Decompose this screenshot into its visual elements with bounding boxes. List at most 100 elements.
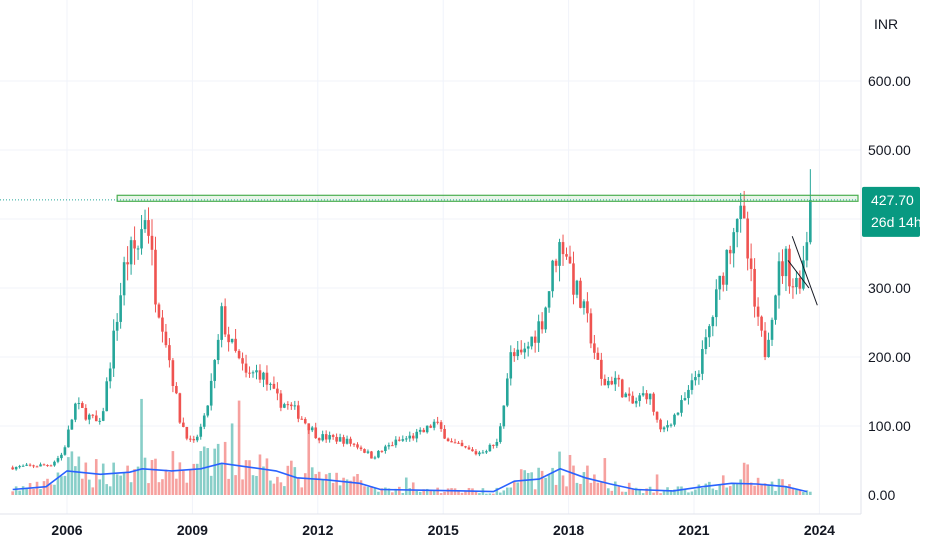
candle-body xyxy=(774,295,777,320)
candle-body xyxy=(380,450,384,452)
volume-bar xyxy=(70,451,74,495)
candle-body xyxy=(150,235,154,250)
candle-body xyxy=(258,370,262,380)
volume-bar xyxy=(28,483,32,495)
candle-body xyxy=(742,205,746,219)
volume-bar xyxy=(234,475,237,495)
candle-body xyxy=(237,350,241,359)
volume-bar xyxy=(572,465,575,495)
candle-body xyxy=(39,464,42,467)
x-tick-label: 2021 xyxy=(678,522,709,538)
volume-bar xyxy=(767,484,770,495)
candle-body xyxy=(98,420,102,422)
volume-bar xyxy=(505,487,509,495)
candle-body xyxy=(620,379,624,398)
candle-body xyxy=(610,380,614,385)
candle-body xyxy=(394,439,398,446)
candle-body xyxy=(345,438,349,444)
candle-body xyxy=(704,337,708,350)
volume-bar xyxy=(122,472,126,495)
volume-bar xyxy=(718,485,722,495)
candle-body xyxy=(795,277,798,288)
volume-bar xyxy=(377,491,380,495)
volume-bar xyxy=(345,479,349,495)
candle-body xyxy=(133,240,136,249)
volume-bar xyxy=(561,475,565,495)
volume-bar xyxy=(63,475,67,495)
volume-bar xyxy=(613,481,617,495)
candle-body xyxy=(718,275,722,290)
candle-body xyxy=(105,381,109,412)
candle-body xyxy=(147,220,150,236)
volume-bar xyxy=(401,492,405,495)
time-axis[interactable]: 2006 2009 2012 2015 2018 2021 2024 xyxy=(51,522,835,538)
candle-body xyxy=(523,348,527,353)
candle-body xyxy=(735,218,739,233)
volume-bar xyxy=(32,488,35,495)
candle-body xyxy=(572,263,575,295)
volume-bar xyxy=(547,474,551,495)
volume-bar xyxy=(694,489,697,495)
volume-bar xyxy=(634,487,638,495)
candle-body xyxy=(728,249,732,254)
candle-body xyxy=(763,330,767,358)
candle-body xyxy=(384,446,387,451)
candle-body xyxy=(42,464,46,466)
volume-bar xyxy=(324,474,328,495)
candle-body xyxy=(540,321,544,330)
volume-bar xyxy=(708,481,711,495)
candle-body xyxy=(526,346,530,349)
candle-body xyxy=(213,360,216,381)
volume-bar xyxy=(575,482,579,495)
candle-body xyxy=(373,457,377,459)
candle-body xyxy=(126,262,129,265)
volume-bar xyxy=(363,486,366,495)
volume-bar xyxy=(492,493,495,495)
candle-body xyxy=(495,442,499,446)
candle-body xyxy=(223,306,227,335)
volume-bar xyxy=(690,491,694,495)
candle-body xyxy=(666,425,669,428)
candle-body xyxy=(575,280,579,295)
volume-bar xyxy=(617,486,621,495)
volume-bar xyxy=(77,456,81,495)
candle-body xyxy=(687,389,690,399)
volume-bar xyxy=(805,490,809,495)
volume-bar xyxy=(495,487,499,495)
volume-bar xyxy=(126,465,129,495)
candle-body xyxy=(603,378,607,386)
candle-body xyxy=(568,256,572,264)
volume-bar xyxy=(809,491,812,495)
candle-body xyxy=(439,422,443,429)
candle-body xyxy=(67,429,70,448)
volume-bar xyxy=(680,486,683,495)
volume-bar xyxy=(42,481,46,495)
candle-body xyxy=(481,452,485,454)
volume-bar xyxy=(157,482,161,495)
candle-body xyxy=(283,404,286,408)
volume-bar xyxy=(74,466,77,495)
candle-body xyxy=(391,445,394,447)
volume-bar xyxy=(798,490,802,495)
volume-bar xyxy=(35,481,39,495)
candle-body xyxy=(589,313,593,344)
volume-bar xyxy=(558,451,561,495)
candle-body xyxy=(499,426,502,443)
candle-body xyxy=(714,289,718,318)
volume-bar xyxy=(638,490,641,495)
volume-bar xyxy=(21,486,25,495)
candle-body xyxy=(269,383,272,385)
volume-bar xyxy=(91,487,95,495)
candle-body xyxy=(652,393,655,412)
volume-moving-average-line xyxy=(12,462,808,493)
volume-bar xyxy=(620,491,624,495)
candle-body xyxy=(370,451,373,459)
candle-body xyxy=(335,436,338,442)
volume-bar xyxy=(732,483,736,495)
candle-body xyxy=(756,306,760,317)
volume-bar xyxy=(721,475,725,495)
volume-bar xyxy=(279,482,283,495)
candle-body xyxy=(293,405,297,407)
